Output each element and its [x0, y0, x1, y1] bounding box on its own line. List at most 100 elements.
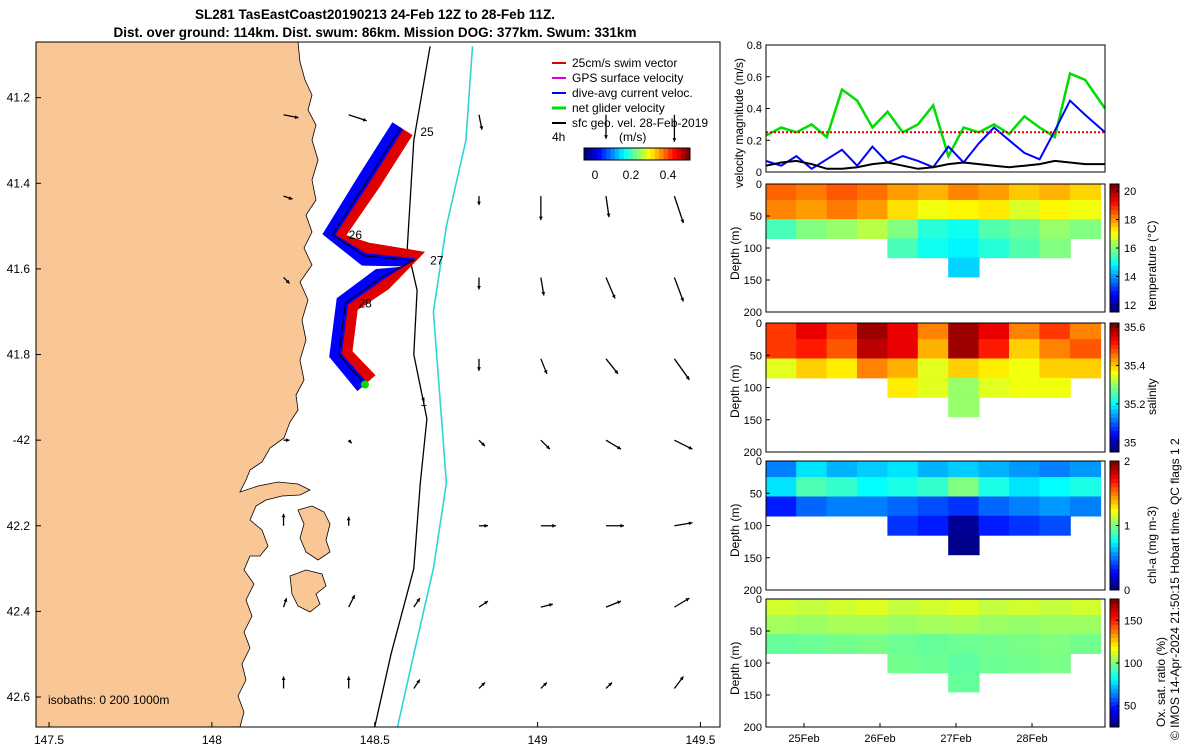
- colorbar-unit-label: (m/s): [619, 130, 646, 144]
- heatmap-cell: [1009, 515, 1041, 536]
- heatmap-cell: [1039, 599, 1071, 616]
- heatmap-cell: [1009, 461, 1041, 478]
- colorbar-swatch: [1110, 353, 1119, 358]
- date-tick-label: 28Feb: [1016, 733, 1047, 745]
- colorbar-swatch: [1110, 188, 1119, 194]
- heatmap-cell: [826, 358, 858, 379]
- heatmap-cell: [948, 515, 980, 536]
- day-label: 1: [420, 395, 427, 409]
- heatmap-cell: [826, 461, 858, 478]
- heatmap-cell: [826, 184, 858, 201]
- temperature-y-ticks: 0 50 100 150 200: [744, 179, 770, 319]
- chla-y-ticks: 0 50 100 150 200: [744, 456, 770, 597]
- heatmap-cell: [948, 496, 980, 517]
- heatmap-cell: [917, 615, 950, 635]
- colorbar-swatch: [1110, 551, 1119, 557]
- heatmap-cell: [887, 515, 919, 536]
- colorbar-swatch: [1110, 252, 1119, 258]
- copyright-note: © IMOS 14-Apr-2024 21:50:15 Hobart time.…: [1168, 438, 1182, 740]
- colorbar-swatch: [1110, 413, 1119, 419]
- colorbar-swatch: [1110, 409, 1119, 414]
- colorbar-swatch: [1110, 692, 1119, 698]
- heatmap-cell: [978, 238, 1010, 259]
- colorbar-tick-label: 35.6: [1124, 322, 1145, 334]
- heatmap-cell: [1009, 358, 1041, 379]
- colorbar-swatch: [1110, 294, 1119, 300]
- colorbar-swatch: [1110, 599, 1119, 604]
- velocity-y-tick-label: 0.2: [747, 135, 762, 147]
- heatmap-cell: [887, 477, 919, 498]
- colorbar-swatch: [1110, 192, 1119, 198]
- map-y-tick-label: 42.6: [7, 690, 31, 704]
- geo-velocity-arrowhead: [281, 513, 286, 518]
- colorbar-swatch: [1110, 307, 1119, 313]
- heatmap-cell: [917, 339, 950, 360]
- geo-velocity-arrowhead: [483, 601, 488, 605]
- map-colorbar-swatch: [610, 148, 616, 160]
- geo-velocity-arrowhead: [538, 216, 543, 221]
- depth-tick-label: 100: [744, 658, 762, 670]
- geo-velocity-arrow: [673, 195, 685, 224]
- heatmap-cell: [917, 219, 950, 239]
- geo-velocity-arrowhead: [294, 115, 299, 119]
- geo-velocity-arrowhead: [281, 676, 286, 680]
- depth-tick-label: 0: [756, 318, 762, 330]
- heatmap-cell: [978, 496, 1010, 517]
- heatmap-cell: [857, 200, 889, 220]
- geo-velocity-arrowhead: [481, 442, 485, 447]
- heatmap-cell: [887, 599, 919, 616]
- map-colorbar-swatch: [584, 148, 589, 160]
- depth-tick-label: 100: [744, 383, 762, 395]
- heatmap-cell: [857, 358, 889, 379]
- glider-track: [322, 122, 425, 392]
- colorbar-swatch: [1110, 564, 1119, 569]
- colorbar-swatch: [1110, 512, 1119, 518]
- geo-velocity-arrowhead: [688, 445, 693, 450]
- map-x-tick-label: 149.5: [685, 733, 715, 747]
- map-panel: 25 26 27 28 1 147.5 148 148.5 149 149.5 41.2 41.4…: [7, 41, 721, 747]
- geo-velocity-arrow: [605, 277, 616, 299]
- colorbar-swatch: [1110, 714, 1119, 719]
- geo-velocity-arrowhead: [362, 117, 367, 122]
- geo-velocity-arrowhead: [604, 135, 608, 139]
- heatmap-cell: [887, 496, 919, 517]
- heatmap-cell: [766, 599, 798, 616]
- day-label: 27: [430, 254, 444, 268]
- heatmap-cell: [1039, 515, 1071, 536]
- velocity-y-tick-label: 0: [756, 167, 762, 179]
- colorbar-tick-label: 20: [1124, 186, 1136, 198]
- colorbar-tick-label: 14: [1124, 271, 1136, 283]
- colorbar-swatch: [1110, 607, 1119, 613]
- heatmap-cell: [1039, 653, 1071, 674]
- velocity-panel: 0 0.2 0.4 0.6 0.8 velocity magnitude (m/s): [732, 40, 1106, 188]
- colorbar-swatch: [1110, 581, 1119, 587]
- colorbar-swatch: [1110, 722, 1119, 728]
- date-tick-label: 27Feb: [940, 733, 971, 745]
- legend-swim-label: 25cm/s swim vector: [572, 56, 677, 70]
- colorbar-tick-label: 50: [1124, 701, 1136, 713]
- oxygen-cbar-label: Ox. sat. ratio (%): [1154, 637, 1168, 727]
- heatmap-cell: [1009, 339, 1041, 360]
- colorbar-swatch: [1110, 675, 1119, 681]
- heatmap-cell: [948, 238, 980, 259]
- colorbar-swatch: [1110, 555, 1119, 561]
- colorbar-swatch: [1110, 378, 1119, 384]
- title-line-1: SL281 TasEastCoast20190213 24-Feb 12Z to…: [195, 7, 555, 22]
- geo-velocity-arrowhead: [416, 679, 420, 684]
- colorbar-tick-label: 35: [1124, 437, 1136, 449]
- colorbar-swatch: [1110, 213, 1119, 219]
- map-frame: [35, 41, 721, 728]
- map-colorbar-swatch: [623, 148, 629, 160]
- colorbar-swatch: [1110, 323, 1119, 328]
- colorbar-swatch: [1110, 465, 1119, 471]
- colorbar-swatch: [1110, 290, 1119, 296]
- isobath-legend-label: isobaths: 0 200 1000m: [48, 693, 169, 707]
- map-x-tick-label: 148.5: [360, 733, 390, 747]
- oxygen-panel: 0 50 100 150 200 Depth (m) 25Feb 26Feb 27Feb 28…: [728, 594, 1168, 745]
- colorbar-swatch: [1110, 478, 1119, 483]
- colorbar-swatch: [1110, 645, 1119, 651]
- heatmap-cell: [1009, 238, 1041, 259]
- heatmap-cell: [1039, 615, 1071, 635]
- legend-geo-label: sfc geo. vel. 28-Feb-2019: [572, 116, 708, 130]
- colorbar-swatch: [1110, 671, 1119, 677]
